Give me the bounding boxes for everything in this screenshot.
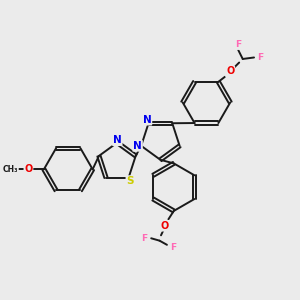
Text: F: F bbox=[142, 234, 148, 243]
Text: F: F bbox=[257, 53, 264, 62]
Text: F: F bbox=[170, 243, 176, 252]
Text: O: O bbox=[24, 164, 33, 174]
Text: N: N bbox=[113, 135, 122, 145]
Text: O: O bbox=[226, 66, 234, 76]
Text: N: N bbox=[143, 115, 152, 125]
Text: N: N bbox=[133, 141, 142, 151]
Text: F: F bbox=[235, 40, 241, 49]
Text: O: O bbox=[161, 221, 169, 231]
Text: CH₃: CH₃ bbox=[3, 165, 18, 174]
Text: S: S bbox=[126, 176, 134, 186]
